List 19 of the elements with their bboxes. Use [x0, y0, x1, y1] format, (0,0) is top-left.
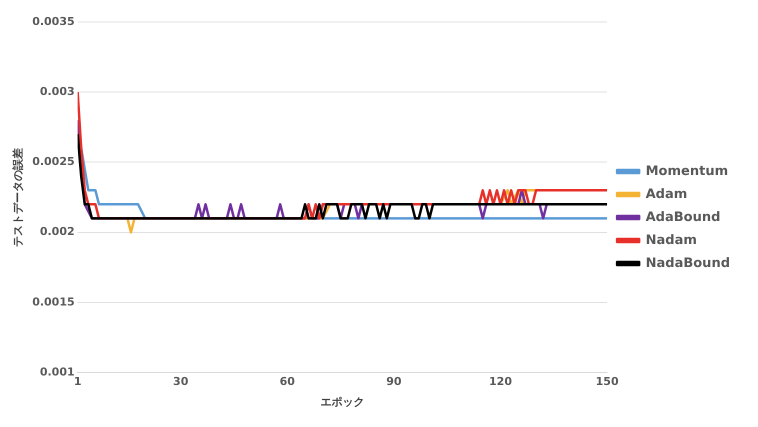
x-tick-label: 1	[74, 375, 82, 388]
y-axis-title: テストデータの誤差	[11, 148, 24, 247]
y-tick-label: 0.001	[40, 365, 75, 378]
y-tick-label: 0.0015	[32, 295, 75, 308]
legend-label: Momentum	[646, 164, 728, 179]
legend-label: Nadam	[646, 232, 697, 248]
x-axis-title: エポック	[320, 395, 364, 408]
y-tick-label: 0.003	[40, 84, 75, 98]
x-tick-label: 60	[280, 375, 296, 388]
legend-label: NadaBound	[646, 256, 730, 271]
y-tick-label: 0.0035	[32, 14, 75, 28]
x-tick-label: 30	[173, 375, 189, 388]
y-tick-label: 0.002	[40, 225, 75, 238]
y-tick-label: 0.0025	[32, 155, 75, 168]
x-tick-label: 120	[489, 375, 512, 388]
x-tick-label: 90	[386, 375, 402, 388]
legend-label: Adam	[646, 186, 688, 202]
legend-label: AdaBound	[646, 210, 720, 225]
x-tick-label: 150	[596, 375, 619, 388]
